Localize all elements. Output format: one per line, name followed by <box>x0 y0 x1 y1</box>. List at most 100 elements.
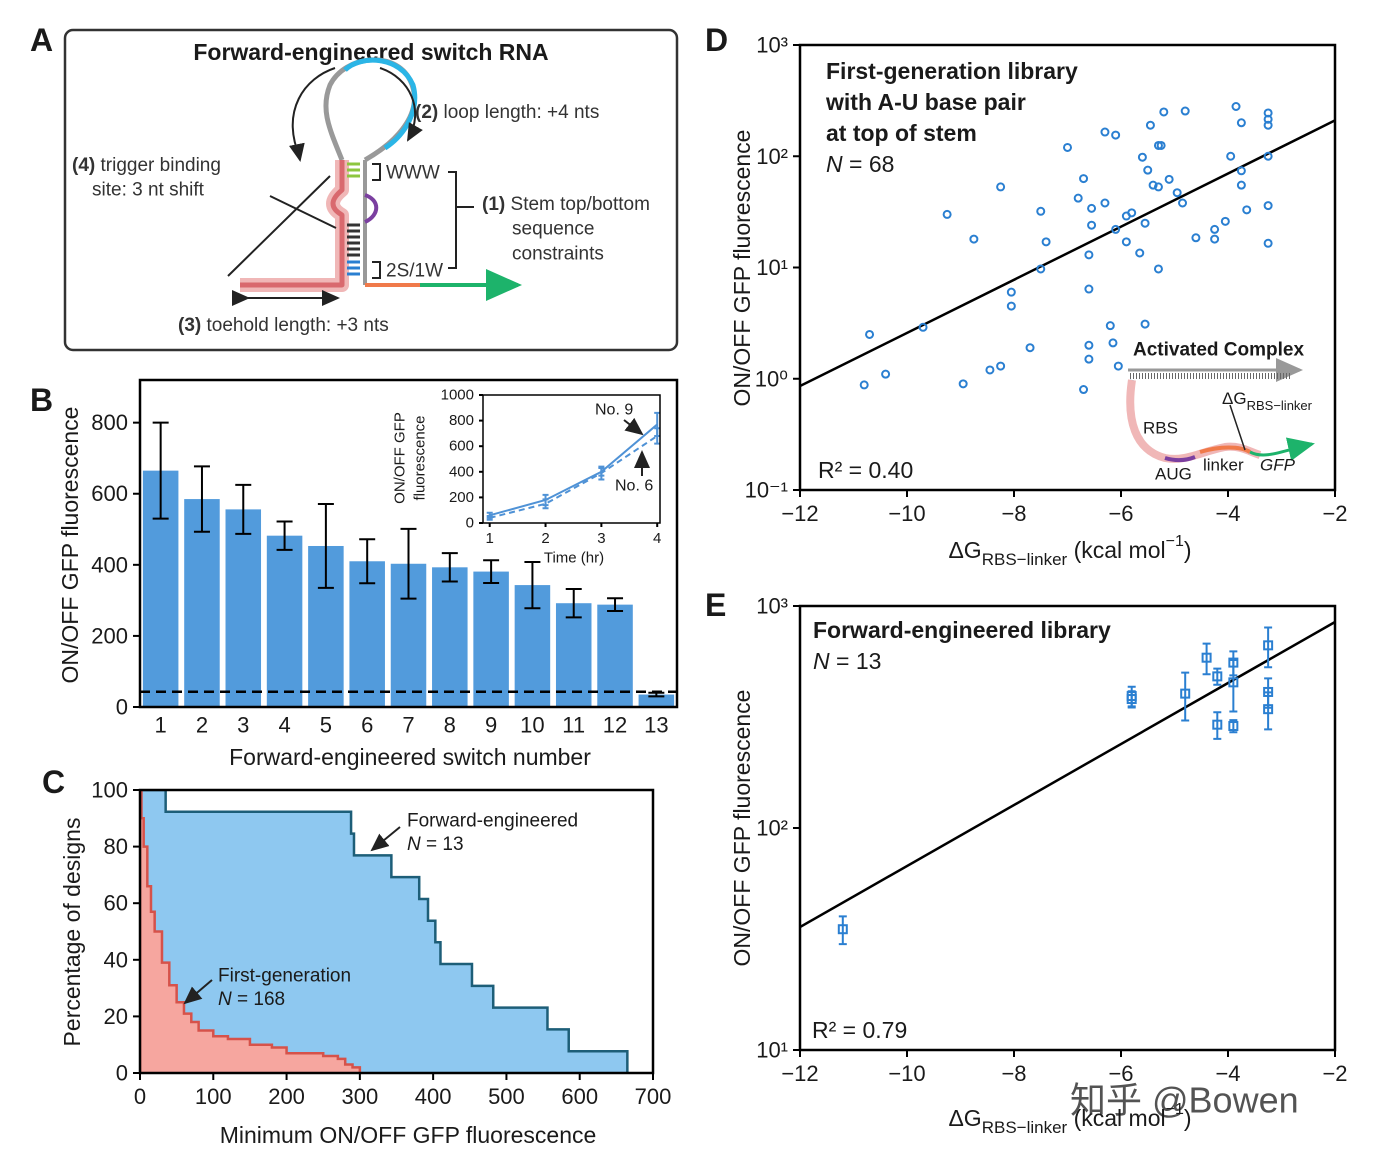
y-axis-label: ON/OFF GFP fluorescence <box>729 130 755 407</box>
inset-title: Activated Complex <box>1133 340 1304 361</box>
point <box>1148 180 1158 190</box>
label-stem-2: sequence <box>512 219 594 240</box>
point <box>1025 343 1035 353</box>
area <box>140 790 628 1073</box>
y-tick-label: 600 <box>91 481 128 506</box>
point <box>1006 301 1016 311</box>
label-loop: (2) loop length: +4 nts <box>415 102 599 123</box>
mark-2s1w: 2S/1W <box>386 261 443 282</box>
point <box>837 924 848 935</box>
x-tick-label: 200 <box>268 1084 305 1109</box>
x-tick-label: 3 <box>237 713 249 738</box>
error-bar <box>607 597 624 613</box>
error-bar <box>1202 642 1211 676</box>
bar <box>638 694 675 707</box>
point <box>1079 385 1089 395</box>
point <box>1137 152 1147 162</box>
label-num: (2) <box>415 102 438 123</box>
label-trigger-2: site: 3 nt shift <box>92 180 205 201</box>
y-tick-label: 10² <box>756 144 788 169</box>
panel-letter: D <box>705 22 728 58</box>
annotation: N = 13 <box>407 834 464 855</box>
point <box>1006 287 1016 297</box>
n-text: = 13 <box>830 648 882 674</box>
point <box>942 209 952 219</box>
binding-site-lines <box>227 175 337 277</box>
x-tick-label: −4 <box>1215 1061 1240 1086</box>
x-tick-label: −10 <box>888 1061 925 1086</box>
point <box>1100 127 1110 137</box>
error-bar <box>441 552 458 583</box>
point <box>1263 640 1274 651</box>
point <box>1210 234 1220 244</box>
point <box>1236 118 1246 128</box>
error-bar <box>486 514 493 521</box>
inset-label: GFP <box>1260 456 1296 475</box>
x-tick-label: 5 <box>320 713 332 738</box>
error-bar <box>1213 711 1222 740</box>
y-tick-label: 10² <box>756 816 788 841</box>
point <box>1127 208 1137 218</box>
y-axis-label: ON/OFF GFP fluorescence <box>729 690 755 967</box>
y-tick-label: 400 <box>449 463 474 480</box>
chart: 10⁻¹ 10⁰ 10¹ 10² 10³ −12 −10 −8 −6 −4 −2 <box>745 33 1348 527</box>
x-tick-label: 1 <box>155 713 167 738</box>
error-bar <box>483 559 500 584</box>
point <box>1087 220 1097 230</box>
label-text: Stem top/bottom <box>511 194 650 215</box>
x-tick-label: 1 <box>486 530 494 547</box>
point <box>1180 106 1190 116</box>
step-line <box>140 790 362 1073</box>
x-tick-label: 7 <box>402 713 414 738</box>
r2-label: R² = 0.40 <box>818 457 913 483</box>
point <box>1126 694 1137 705</box>
x-tick-label: 3 <box>597 530 605 547</box>
plot-area <box>486 411 660 521</box>
point <box>1226 151 1236 161</box>
x-tick-label: 2 <box>541 530 549 547</box>
y-tick-label: 60 <box>104 891 128 916</box>
y-axis-label: Percentage of designs <box>59 818 85 1047</box>
y-tick-label: 200 <box>91 623 128 648</box>
y-tick-label: 0 <box>116 1061 128 1086</box>
n-text: = 13 <box>421 834 464 855</box>
label-text: toehold length: +3 nts <box>207 315 389 336</box>
loop-extension <box>343 57 418 151</box>
plot-area <box>140 790 629 1073</box>
label-stem-3: constraints <box>512 244 604 265</box>
x-axis-label: ΔGRBS−linker (kcal mol−1) <box>948 533 1191 569</box>
x-tick-label: 9 <box>485 713 497 738</box>
y-tick-label: 600 <box>449 438 474 455</box>
x-tick-label: −2 <box>1322 1061 1347 1086</box>
xl-sup: −1 <box>1166 1101 1184 1118</box>
point <box>1084 284 1094 294</box>
dg-pointer <box>1229 404 1246 451</box>
plot-area <box>800 102 1335 395</box>
xl-rest: (kcal mol <box>1067 1105 1165 1131</box>
point <box>958 379 968 389</box>
x-tick-label: −4 <box>1215 501 1240 526</box>
point <box>1242 205 1252 215</box>
x-tick-label: −10 <box>888 501 925 526</box>
plot-area <box>800 620 1335 946</box>
step-line <box>140 790 629 1073</box>
error-bar <box>654 427 660 445</box>
y-tick-label: 1000 <box>441 387 474 404</box>
chart: 0 20 40 60 80 100 0 100 200 300 400 500 600 700 <box>91 778 671 1110</box>
y-tick-label: 800 <box>449 412 474 429</box>
point <box>969 234 979 244</box>
inset-x-label: Time (hr) <box>544 550 604 567</box>
x-axis-label: Minimum ON/OFF GFP fluorescence <box>220 1122 597 1148</box>
y-tick-label: 400 <box>91 552 128 577</box>
n-label: N = 68 <box>826 151 894 177</box>
x-tick-label: 8 <box>444 713 456 738</box>
point <box>1172 188 1182 198</box>
n-text: = 168 <box>232 989 285 1010</box>
label-num: (1) <box>482 194 505 215</box>
point <box>1201 652 1212 663</box>
y-tick-label: 10¹ <box>756 255 788 280</box>
point <box>1263 151 1273 161</box>
linker <box>1199 445 1252 454</box>
error-bar <box>1181 671 1190 722</box>
